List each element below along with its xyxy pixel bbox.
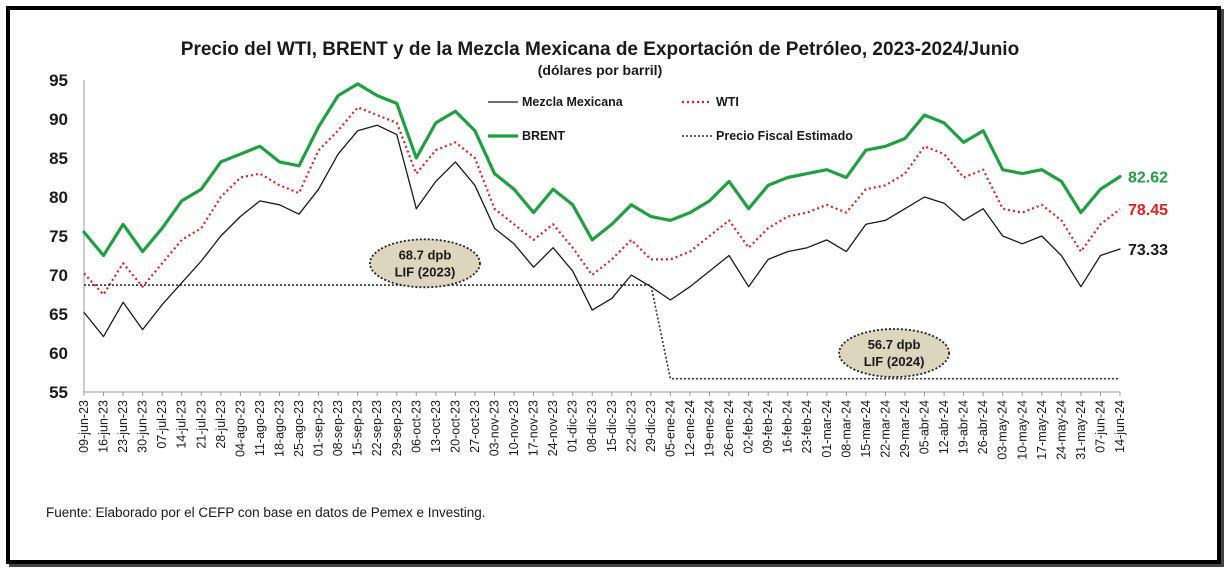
series-line-brent bbox=[82, 82, 1122, 258]
x-tick-label: 21-jul-23 bbox=[194, 400, 208, 449]
x-tick-label: 30-jun-23 bbox=[136, 400, 150, 453]
legend-label: Mezcla Mexicana bbox=[522, 95, 624, 109]
x-tick-label: 16-jun-23 bbox=[97, 400, 111, 453]
x-tick-label: 22-sep-23 bbox=[370, 400, 384, 456]
x-tick-label: 08-sep-23 bbox=[331, 400, 345, 456]
series-line-wti bbox=[83, 106, 1121, 296]
lif-callout: 56.7 dpb LIF (2024) bbox=[838, 328, 950, 378]
y-tick-label: 70 bbox=[49, 266, 68, 285]
x-tick-label: 15-mar-24 bbox=[859, 400, 873, 458]
x-tick-label: 14-jul-23 bbox=[175, 400, 189, 449]
x-tick-label: 03-may-24 bbox=[996, 400, 1010, 460]
x-tick-label: 05-abr-24 bbox=[918, 400, 932, 454]
x-tick-label: 24-nov-23 bbox=[546, 400, 560, 456]
chart-title: Precio del WTI, BRENT y de la Mezcla Mex… bbox=[181, 39, 1019, 60]
x-tick-label: 09-feb-24 bbox=[761, 400, 775, 454]
series-line-mezcla-mexicana bbox=[83, 124, 1121, 338]
x-tick-label: 25-ago-23 bbox=[292, 400, 306, 457]
callout-bubble bbox=[838, 328, 950, 378]
x-tick-label: 15-dic-23 bbox=[605, 400, 619, 452]
x-tick-label: 08-mar-24 bbox=[839, 400, 853, 458]
x-tick-label: 31-may-24 bbox=[1074, 400, 1088, 460]
x-tick-label: 23-feb-24 bbox=[800, 400, 814, 454]
x-tick-labels: 09-jun-23 16-jun-23 23-jun-23 30-jun-23 07-j… bbox=[77, 392, 1127, 460]
callout-line1: 56.7 dpb bbox=[868, 337, 921, 352]
x-tick-label: 17-nov-23 bbox=[527, 400, 541, 456]
x-tick-label: 19-abr-24 bbox=[957, 400, 971, 454]
callouts: 68.7 dpb LIF (2023) 56.7 dpb LIF (2024) bbox=[369, 238, 950, 378]
x-tick-label: 22-mar-24 bbox=[878, 400, 892, 458]
chart-subtitle: (dólares por barril) bbox=[538, 62, 662, 78]
series-layer bbox=[82, 82, 1122, 380]
callout-line2: LIF (2024) bbox=[864, 354, 925, 369]
x-tick-label: 16-feb-24 bbox=[781, 400, 795, 454]
x-tick-label: 07-jun-24 bbox=[1093, 400, 1107, 453]
y-tick-label: 75 bbox=[49, 227, 68, 246]
x-tick-label: 26-ene-24 bbox=[722, 400, 736, 457]
x-tick-label: 24-may-24 bbox=[1054, 400, 1068, 460]
axes bbox=[83, 80, 1120, 393]
x-tick-label: 29-sep-23 bbox=[390, 400, 404, 456]
x-tick-label: 12-abr-24 bbox=[937, 400, 951, 454]
y-tick-label: 80 bbox=[49, 188, 68, 207]
x-tick-label: 29-mar-24 bbox=[898, 400, 912, 458]
x-tick-label: 05-ene-24 bbox=[663, 400, 677, 457]
y-tick-label: 60 bbox=[49, 344, 68, 363]
y-tick-labels: 55 60 65 70 75 80 85 90 95 bbox=[49, 71, 68, 402]
x-tick-label: 03-nov-23 bbox=[487, 400, 501, 456]
x-tick-label: 11-ago-23 bbox=[253, 400, 267, 456]
y-tick-label: 95 bbox=[49, 71, 68, 90]
x-tick-label: 23-jun-23 bbox=[116, 400, 130, 453]
x-tick-label: 26-abr-24 bbox=[976, 400, 990, 454]
series-line-precio-fiscal-estimado bbox=[84, 284, 1120, 380]
x-tick-label: 13-oct-23 bbox=[429, 400, 443, 453]
x-tick-label: 01-dic-23 bbox=[566, 400, 580, 452]
x-tick-label: 04-ago-23 bbox=[233, 400, 247, 457]
y-tick-label: 55 bbox=[49, 383, 68, 402]
callout-bubble bbox=[369, 238, 481, 289]
x-tick-label: 09-jun-23 bbox=[77, 400, 91, 453]
x-tick-label: 29-dic-23 bbox=[644, 400, 658, 452]
lif-callout: 68.7 dpb LIF (2023) bbox=[369, 238, 481, 289]
x-tick-label: 14-jun-24 bbox=[1113, 400, 1127, 453]
y-tick-label: 65 bbox=[49, 305, 68, 324]
x-tick-label: 10-nov-23 bbox=[507, 400, 521, 456]
x-tick-label: 06-oct-23 bbox=[409, 400, 423, 453]
end-value-label: 82.62 bbox=[1128, 170, 1168, 187]
legend-label: WTI bbox=[716, 95, 739, 109]
source-note: Fuente: Elaborado por el CEFP con base e… bbox=[46, 505, 486, 520]
end-value-label: 78.45 bbox=[1128, 202, 1168, 219]
x-tick-label: 08-dic-23 bbox=[585, 400, 599, 452]
x-tick-label: 22-dic-23 bbox=[624, 400, 638, 452]
x-tick-label: 07-jul-23 bbox=[155, 400, 169, 449]
legend: Mezcla Mexicana WTI BRENT Precio Fiscal Est… bbox=[488, 95, 853, 143]
x-tick-label: 02-feb-24 bbox=[742, 400, 756, 454]
y-tick-label: 90 bbox=[49, 110, 68, 129]
x-tick-label: 28-jul-23 bbox=[214, 400, 228, 449]
x-tick-label: 18-ago-23 bbox=[272, 400, 286, 457]
legend-label: BRENT bbox=[522, 129, 565, 143]
x-tick-label: 15-sep-23 bbox=[351, 400, 365, 456]
x-tick-label: 27-oct-23 bbox=[468, 400, 482, 453]
x-tick-label: 10-may-24 bbox=[1015, 400, 1029, 460]
x-tick-label: 20-oct-23 bbox=[448, 400, 462, 453]
end-labels: 73.33 78.45 82.62 bbox=[1128, 170, 1168, 259]
legend-label: Precio Fiscal Estimado bbox=[716, 129, 853, 143]
x-tick-label: 19-ene-24 bbox=[703, 400, 717, 457]
x-tick-label: 01-mar-24 bbox=[820, 400, 834, 458]
y-tick-label: 85 bbox=[49, 149, 68, 168]
callout-line2: LIF (2023) bbox=[395, 264, 456, 279]
x-tick-label: 12-ene-24 bbox=[683, 400, 697, 457]
x-tick-label: 17-may-24 bbox=[1035, 400, 1049, 460]
callout-line1: 68.7 dpb bbox=[399, 247, 452, 262]
end-value-label: 73.33 bbox=[1128, 242, 1168, 259]
x-tick-label: 01-sep-23 bbox=[312, 400, 326, 456]
